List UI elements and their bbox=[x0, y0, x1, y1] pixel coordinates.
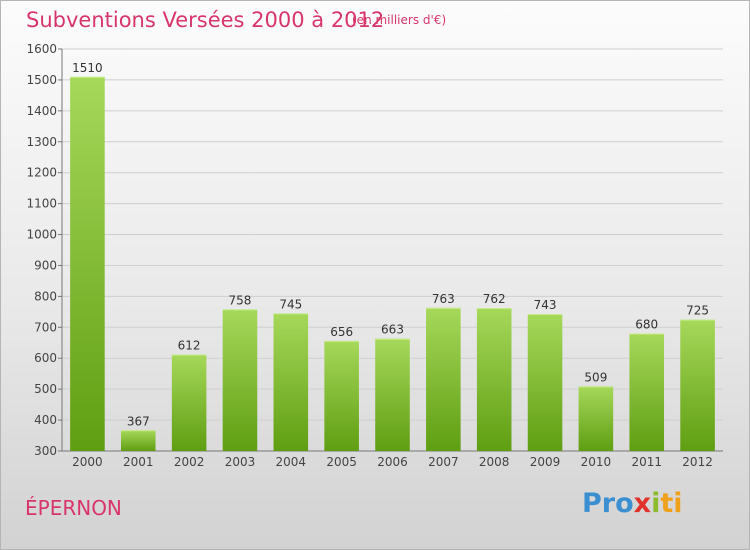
y-tick-label: 1500 bbox=[26, 73, 57, 87]
y-tick-label: 600 bbox=[34, 351, 57, 365]
y-tick-label: 700 bbox=[34, 320, 57, 334]
data-label: 762 bbox=[483, 292, 506, 306]
logo-part-4: ti bbox=[660, 488, 683, 519]
y-tick-label: 1600 bbox=[26, 42, 57, 56]
data-label: 725 bbox=[686, 304, 709, 318]
data-label: 680 bbox=[635, 317, 658, 331]
logo-part-3: i bbox=[651, 488, 661, 519]
y-tick-label: 1300 bbox=[26, 135, 57, 149]
data-label: 367 bbox=[127, 414, 150, 428]
data-label: 663 bbox=[381, 323, 404, 337]
y-tick-label: 1100 bbox=[26, 197, 57, 211]
city-name: ÉPERNON bbox=[25, 496, 122, 520]
y-tick-label: 1000 bbox=[26, 228, 57, 242]
x-tick-label: 2005 bbox=[326, 455, 357, 469]
x-tick-label: 2012 bbox=[682, 455, 713, 469]
bar-2004 bbox=[273, 313, 309, 451]
x-tick-label: 2011 bbox=[631, 455, 662, 469]
y-tick-label: 800 bbox=[34, 289, 57, 303]
data-label: 1510 bbox=[72, 61, 103, 75]
bar-2003 bbox=[222, 309, 258, 451]
x-tick-label: 2008 bbox=[479, 455, 510, 469]
bar-2002 bbox=[171, 354, 207, 451]
x-tick-label: 2010 bbox=[581, 455, 612, 469]
x-tick-label: 2000 bbox=[72, 455, 103, 469]
logo-part-1: Pro bbox=[582, 488, 634, 519]
data-label: 758 bbox=[229, 293, 252, 307]
x-tick-label: 2006 bbox=[377, 455, 408, 469]
data-label: 745 bbox=[279, 297, 302, 311]
logo-part-2: x bbox=[633, 488, 652, 519]
x-tick-label: 2009 bbox=[530, 455, 561, 469]
y-tick-label: 1200 bbox=[26, 166, 57, 180]
bar-2010 bbox=[578, 386, 614, 451]
y-tick-label: 900 bbox=[34, 258, 57, 272]
bar-2012 bbox=[680, 319, 715, 451]
y-axis-ticks: 300 400 500 600 700 800 900 1000 1100 1200 1300 140… bbox=[26, 42, 57, 458]
y-tick-label: 1400 bbox=[26, 104, 57, 118]
data-label: 656 bbox=[330, 325, 353, 339]
x-tick-label: 2003 bbox=[225, 455, 256, 469]
data-label: 509 bbox=[584, 370, 607, 384]
y-tick-label: 500 bbox=[34, 382, 57, 396]
y-tick-label: 300 bbox=[34, 444, 57, 458]
x-tick-label: 2004 bbox=[276, 455, 307, 469]
y-tick-label: 400 bbox=[34, 413, 57, 427]
bar-2000 bbox=[70, 76, 105, 451]
bar-2001 bbox=[120, 430, 156, 451]
data-label: 763 bbox=[432, 292, 455, 306]
proxiti-logo: Proxiti bbox=[582, 488, 683, 519]
chart-title: Subventions Versées 2000 à 2012 bbox=[26, 8, 385, 32]
x-axis-ticks: 2000 2001 2002 2003 2004 2005 2006 2007 2008 2009… bbox=[72, 455, 713, 469]
bars bbox=[70, 76, 715, 451]
x-tick-label: 2007 bbox=[428, 455, 459, 469]
bar-2008 bbox=[476, 308, 512, 451]
bar-2006 bbox=[375, 338, 410, 451]
data-labels: 1510 367 612 758 745 656 663 763 762 743 509 680 725 bbox=[72, 61, 709, 428]
bar-2009 bbox=[527, 314, 563, 451]
data-label: 612 bbox=[178, 339, 201, 353]
bar-2005 bbox=[324, 340, 359, 451]
bar-2007 bbox=[426, 307, 461, 451]
data-label: 743 bbox=[534, 298, 557, 312]
chart-unit: (en milliers d'€) bbox=[352, 13, 447, 27]
x-tick-label: 2001 bbox=[123, 455, 154, 469]
x-tick-label: 2002 bbox=[174, 455, 205, 469]
bar-2011 bbox=[629, 333, 665, 451]
